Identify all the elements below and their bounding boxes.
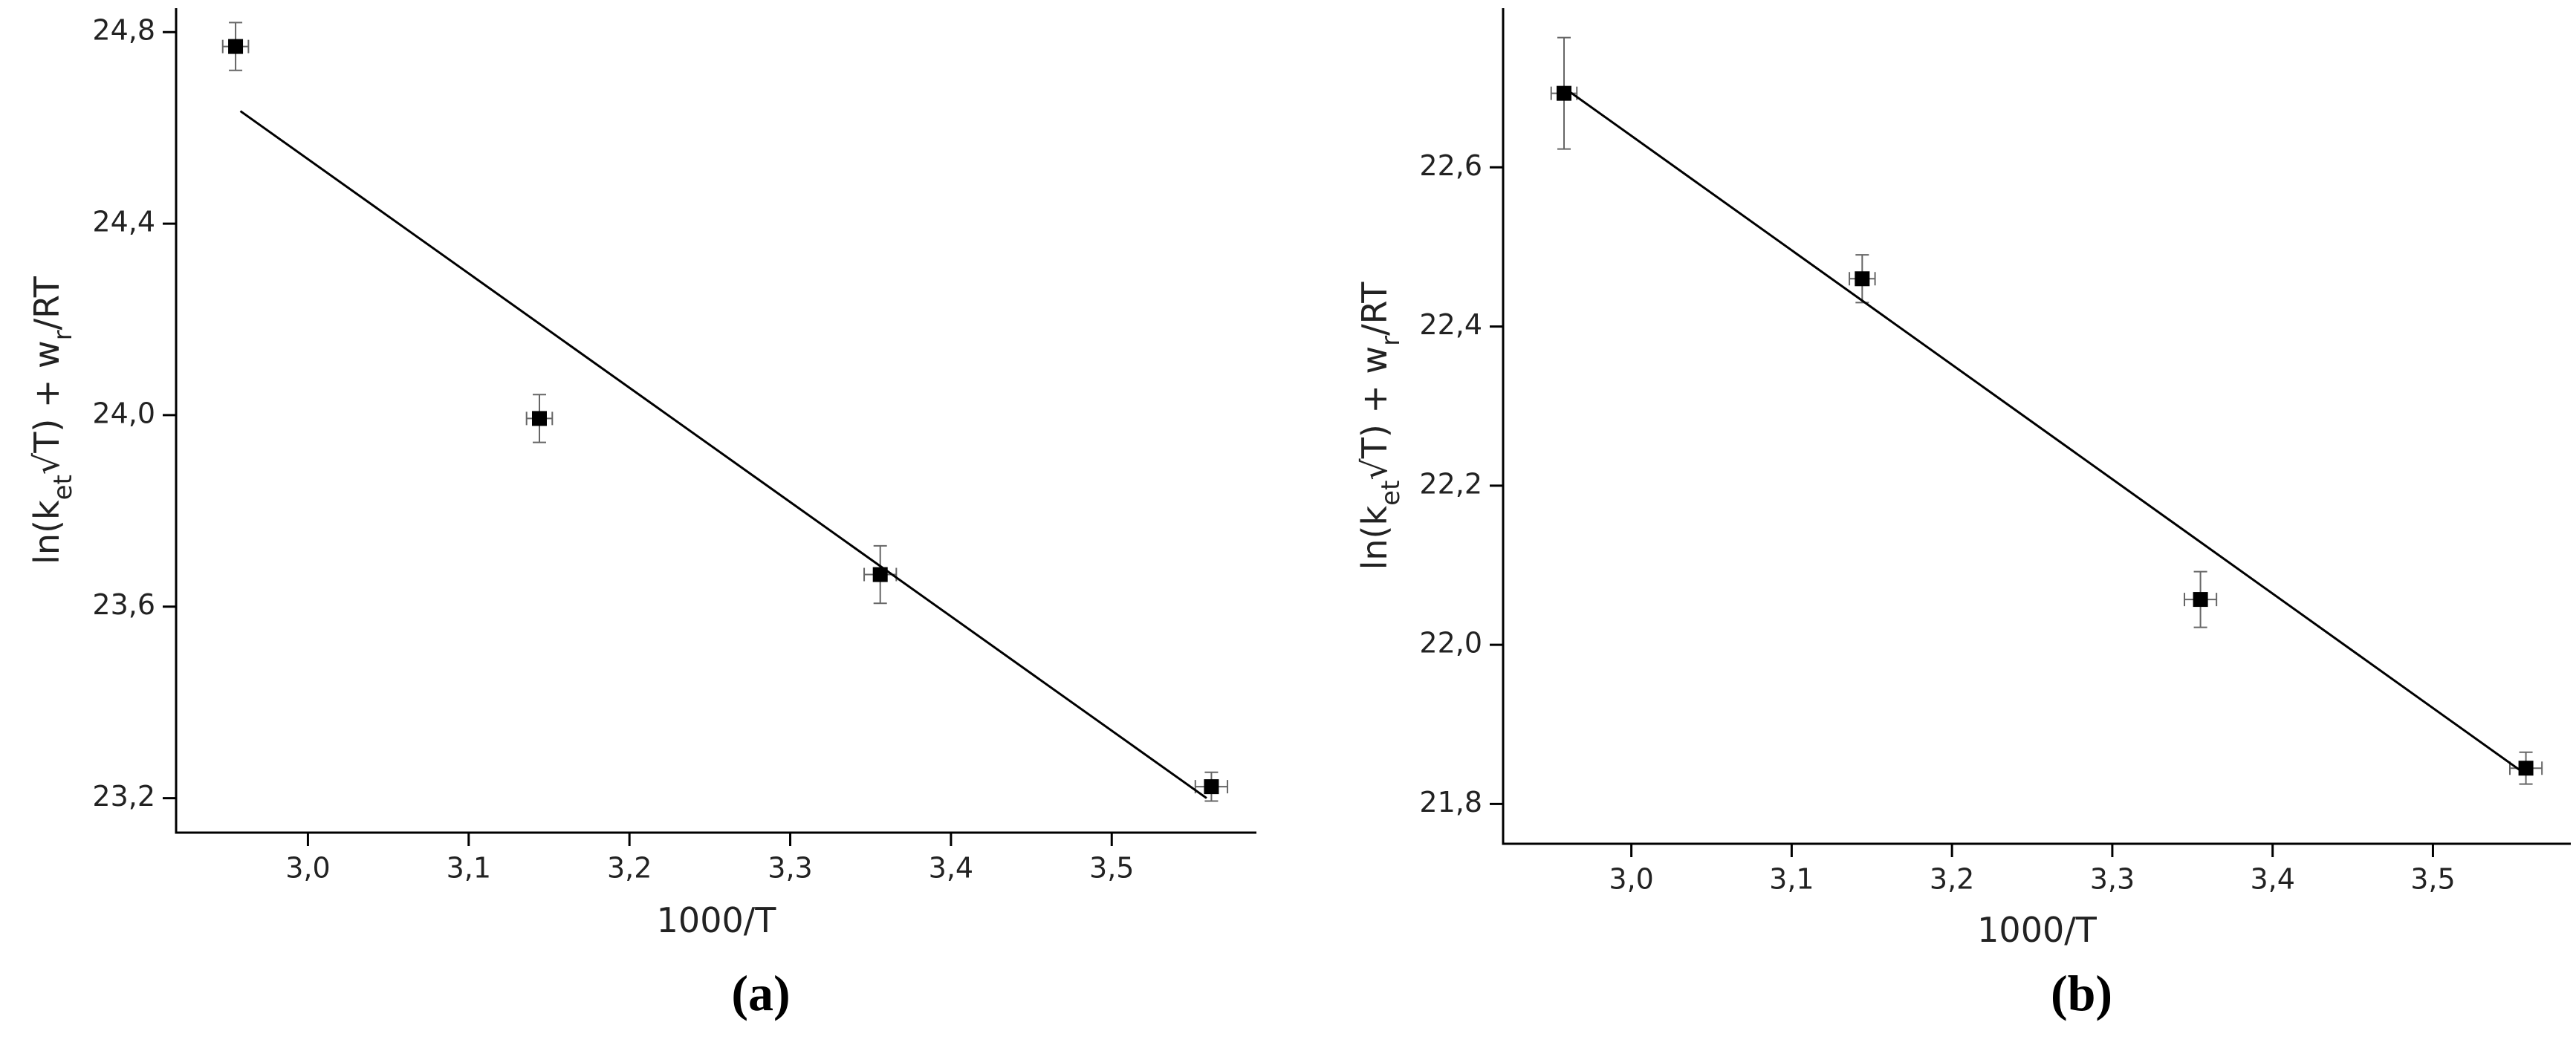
- x-tick-label: 3,3: [768, 852, 812, 885]
- x-tick-label: 3,1: [1769, 863, 1814, 896]
- y-axis-title-part: /RT: [27, 276, 67, 330]
- point: [1204, 779, 1219, 795]
- y-axis-title-part: et: [1376, 481, 1406, 506]
- chart-panel: 3,0 3,1 3,2 3,3 3,4 3,5 23,2 23,6 24,0 24,4 24,8 10…: [27, 8, 1256, 1021]
- y-axis-title-part: et: [48, 475, 78, 500]
- point: [228, 39, 244, 54]
- x-tick-label: 3,2: [1930, 863, 1974, 896]
- x-tick-label: 3,2: [607, 852, 652, 885]
- y-tick-label: 22,6: [1419, 149, 1482, 182]
- y-tick-label: 21,8: [1419, 786, 1482, 819]
- y-axis-title-part: √T) + w: [27, 340, 67, 475]
- y-axis-title-part: ln(k: [27, 500, 67, 564]
- y-axis-title-part: r: [1376, 336, 1406, 346]
- x-tick-label: 3,0: [285, 852, 330, 885]
- y-axis-title-part: r: [48, 330, 78, 340]
- chart-panel: 3,0 3,1 3,2 3,3 3,4 3,5 21,8 22,0 22,2 22,4 22,6 10…: [1354, 8, 2571, 1021]
- x-tick-label: 3,5: [2410, 863, 2455, 896]
- y-tick-label: 23,6: [92, 588, 155, 621]
- y-tick-label: 22,2: [1419, 467, 1482, 500]
- axes: [1502, 8, 2571, 845]
- axes: [175, 8, 1256, 834]
- y-axis-title: ln(ket√T) + wr/RT: [1354, 282, 1406, 570]
- point: [1855, 271, 1870, 287]
- point: [2518, 761, 2534, 776]
- y-tick-label: 24,0: [92, 397, 155, 429]
- y-tick-label: 24,4: [92, 206, 155, 238]
- panel-label: (b): [2051, 965, 2112, 1021]
- x-tick-label: 3,5: [1089, 852, 1134, 885]
- point: [2193, 592, 2208, 608]
- point: [531, 411, 547, 426]
- y-tick-label: 24,8: [92, 14, 155, 47]
- y-tick-label: 22,0: [1419, 627, 1482, 660]
- x-tick-label: 3,1: [447, 852, 491, 885]
- y-axis-title-part: ln(k: [1354, 505, 1395, 570]
- x-axis-title: 1000/T: [1977, 910, 2098, 950]
- x-tick-label: 3,4: [929, 852, 973, 885]
- x-tick-label: 3,4: [2250, 863, 2294, 896]
- y-axis-title: ln(ket√T) + wr/RT: [27, 276, 78, 564]
- x-axis-title: 1000/T: [657, 900, 777, 940]
- panel-label: (a): [731, 965, 790, 1021]
- x-tick-label: 3,0: [1609, 863, 1653, 896]
- x-tick-label: 3,3: [2090, 863, 2135, 896]
- fit-line: [1563, 86, 2524, 773]
- y-axis-title-part: √T) + w: [1354, 346, 1395, 481]
- y-tick-label: 22,4: [1419, 308, 1482, 341]
- fit-line: [239, 110, 1207, 799]
- y-axis-title-part: /RT: [1354, 282, 1395, 336]
- y-tick-label: 23,2: [92, 780, 155, 813]
- point: [872, 567, 888, 582]
